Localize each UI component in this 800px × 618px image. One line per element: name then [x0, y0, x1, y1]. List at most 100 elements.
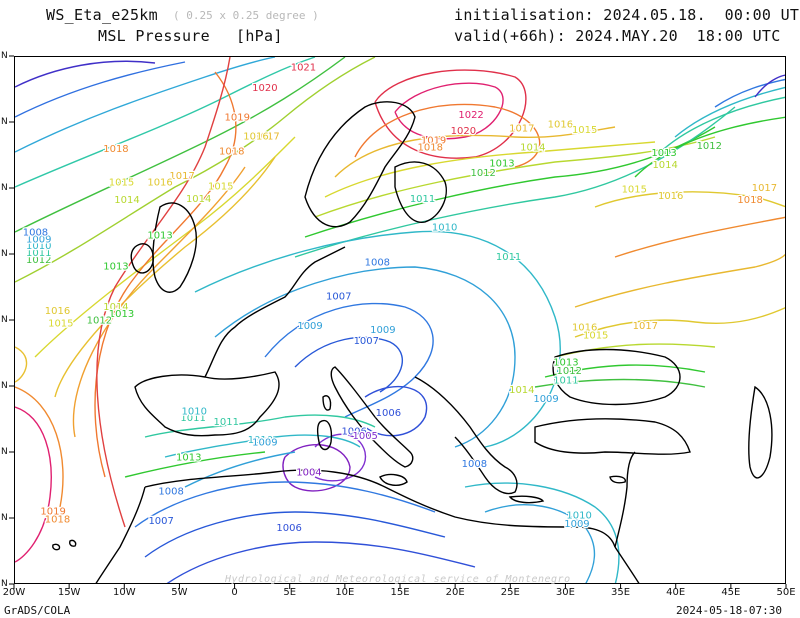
- isobar-label: 1012: [470, 168, 495, 179]
- isobar-label: 1011: [496, 252, 521, 263]
- isobar-line: [144, 414, 376, 438]
- isobar-label: 1013: [553, 358, 578, 369]
- isobar-label: 1017: [509, 123, 534, 134]
- isobar-label: 1009: [252, 438, 277, 449]
- coastline: [534, 418, 691, 455]
- isobar-label: 1015: [208, 182, 233, 193]
- lat-label: N: [1, 183, 8, 193]
- isobar-label: 1013: [147, 230, 172, 241]
- init-time: initialisation: 2024.05.18. 00:00 UTC: [454, 6, 800, 24]
- isobar-line: [674, 86, 785, 138]
- isobar-line: [294, 106, 736, 258]
- lon-label: 50E: [776, 587, 796, 598]
- resolution-note: ( 0.25 x 0.25 degree ): [173, 9, 319, 22]
- isobar-label: 1018: [103, 144, 128, 155]
- isobar-label: 1020: [451, 126, 476, 137]
- isobar-label: 1012: [557, 366, 582, 377]
- isobar-label: 1014: [652, 160, 677, 171]
- isobar-label: 1017: [633, 321, 658, 332]
- coastline: [204, 246, 346, 378]
- isobar-label: 1009: [370, 325, 395, 336]
- isobar-label: 1014: [509, 385, 534, 396]
- lon-label: 15E: [390, 587, 410, 598]
- watermark: Hydrological and Meteorological service …: [225, 574, 571, 585]
- pressure-map: 1021 1020 1019 1018 1017 1016 1015 1014 1013 1012…: [14, 56, 786, 584]
- isobar-line: [574, 253, 785, 308]
- isobar-label: 1014: [520, 142, 545, 153]
- coastline: [508, 495, 545, 504]
- isobar-label: 1016: [45, 306, 70, 317]
- isobar-line: [574, 307, 785, 338]
- isobar-line: [15, 386, 64, 508]
- isobar-label: 1019: [40, 507, 65, 518]
- isobar-line: [654, 96, 785, 158]
- isobar-line: [324, 141, 656, 198]
- isobar-label: 1004: [296, 467, 321, 478]
- isobar-line: [594, 191, 785, 208]
- coastline: [330, 366, 414, 468]
- isobar-line: [534, 378, 706, 388]
- isobar-line: [124, 451, 266, 478]
- valid-time: valid(+66h): 2024.MAY.20 18:00 UTC: [454, 27, 781, 45]
- lon-label: 10W: [112, 587, 136, 598]
- isobar-line: [334, 126, 616, 178]
- isobar-label: 1010: [248, 435, 273, 446]
- isobar-line: [184, 451, 296, 488]
- isobar-label: 1016: [243, 132, 268, 143]
- coastline: [316, 419, 333, 451]
- software-credit: GrADS/COLA: [4, 604, 71, 617]
- isobar-line: [144, 511, 446, 558]
- isobar-label: 1008: [462, 459, 487, 470]
- isobar-line: [15, 346, 28, 383]
- field-name: MSL Pressure: [98, 27, 210, 45]
- isobar-label: 1014: [103, 302, 128, 313]
- coastline: [614, 546, 640, 583]
- isobar-label: 1006: [341, 427, 366, 438]
- isobar-line: [394, 82, 504, 140]
- isobar-line: [34, 136, 296, 358]
- lat-label: N: [1, 447, 8, 457]
- isobar-line: [166, 541, 476, 583]
- model-name: WS_Eta_e25km: [46, 6, 158, 24]
- isobar-label: 1011: [26, 248, 51, 259]
- isobar-line: [294, 336, 403, 393]
- isobar-label: 1005: [352, 431, 377, 442]
- lon-label: 5E: [283, 587, 297, 598]
- isobar-label: 1006: [376, 408, 401, 419]
- coastline: [609, 475, 627, 484]
- isobar-line: [15, 406, 52, 563]
- isobar-label: 1010: [566, 511, 591, 522]
- isobar-label: 1018: [45, 515, 70, 526]
- lat-label: N: [1, 579, 8, 589]
- isobar-label: 1011: [180, 413, 205, 424]
- isobar-line: [194, 230, 561, 448]
- isobar-line: [134, 481, 436, 528]
- isobar-label: 1012: [26, 255, 51, 266]
- isobar-label: 1013: [103, 262, 128, 273]
- isobar-label: 1014: [114, 195, 139, 206]
- isobar-label: 1015: [622, 184, 647, 195]
- isobar-label: 1010: [26, 241, 51, 252]
- isobar-label: 1017: [752, 183, 777, 194]
- isobar-label: 1016: [548, 119, 573, 130]
- coastline: [304, 101, 416, 228]
- isobar-label: 1012: [697, 141, 722, 152]
- lat-label: N: [1, 51, 8, 61]
- isobar-line: [15, 57, 376, 283]
- isobar-line: [364, 385, 428, 437]
- isobar-line: [614, 216, 785, 258]
- coastline: [95, 486, 146, 583]
- isobar-label: 1010: [432, 222, 457, 233]
- coastline: [748, 385, 773, 479]
- isobar-label: 1015: [48, 318, 73, 329]
- isobar-label: 1013: [176, 452, 201, 463]
- lon-label: 40E: [666, 587, 686, 598]
- isobar-line: [374, 69, 527, 159]
- isobar-line: [15, 57, 346, 233]
- lon-label: 10E: [335, 587, 355, 598]
- isobar-line: [96, 57, 231, 528]
- isobar-label: 1009: [533, 394, 558, 405]
- isobar-label: 1019: [225, 113, 250, 124]
- coastline: [414, 376, 518, 495]
- coastline: [130, 243, 154, 274]
